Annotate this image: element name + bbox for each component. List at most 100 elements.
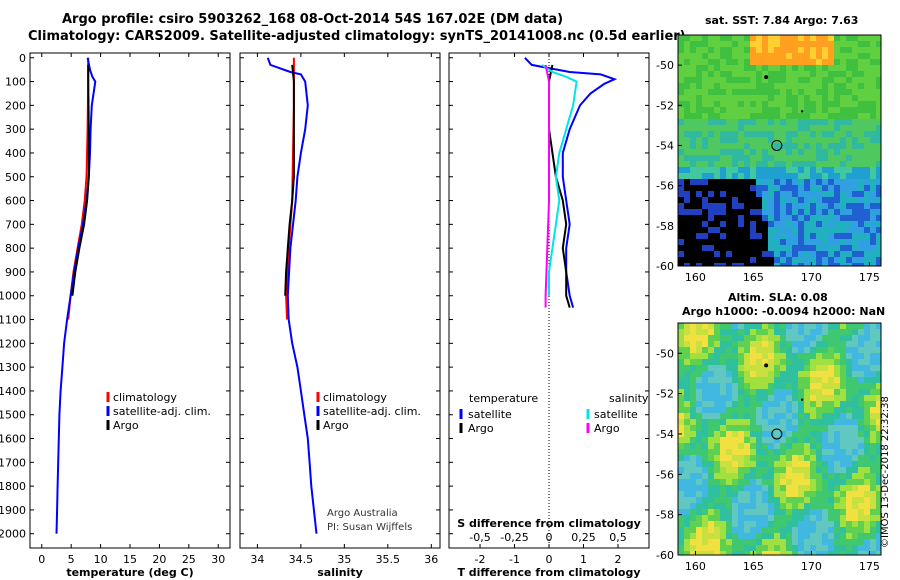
map-cell (714, 167, 720, 173)
map-cell (822, 539, 828, 545)
map-y-tick-label: -56 (656, 180, 674, 193)
map-cell (864, 137, 870, 143)
x-tick-label: 2 (614, 553, 621, 566)
map-cell (684, 245, 690, 251)
map-cell (762, 431, 768, 437)
map-cell (738, 521, 744, 527)
map-cell (804, 431, 810, 437)
map-cell (816, 509, 822, 515)
map-cell (756, 323, 762, 329)
map-cell (798, 113, 804, 119)
map-cell (714, 209, 720, 215)
map-cell (690, 431, 696, 437)
map-cell (804, 107, 810, 113)
map-cell (792, 245, 798, 251)
map-cell (732, 227, 738, 233)
map-cell (744, 179, 750, 185)
map-cell (762, 203, 768, 209)
map-cell (762, 239, 768, 245)
map-cell (870, 503, 876, 509)
map-cell (768, 65, 774, 71)
float-marker (800, 398, 804, 401)
map-cell (780, 143, 786, 149)
map-y-tick-label: -50 (656, 347, 674, 360)
map-cell (768, 191, 774, 197)
map-cell (714, 413, 720, 419)
map-cell (810, 137, 816, 143)
map-cell (738, 407, 744, 413)
map-cell (738, 347, 744, 353)
map-cell (858, 485, 864, 491)
map-cell (870, 119, 876, 125)
map-cell (702, 395, 708, 401)
legend-label: satellite-adj. clim. (113, 405, 211, 418)
map-cell (708, 179, 714, 185)
map-cell (696, 209, 702, 215)
secondary-tick-label: 0,5 (609, 531, 627, 544)
map-cell (816, 167, 822, 173)
map-cell (858, 359, 864, 365)
map-cell (690, 425, 696, 431)
map-cell (690, 383, 696, 389)
map-cell (696, 449, 702, 455)
map-cell (852, 449, 858, 455)
map-cell (780, 221, 786, 227)
map-cell (876, 551, 881, 555)
map-cell (774, 431, 780, 437)
map-cell (702, 245, 708, 251)
map-cell (690, 215, 696, 221)
map-cell (750, 167, 756, 173)
map-cell (750, 191, 756, 197)
map-cell (864, 197, 870, 203)
map-cell (684, 77, 690, 83)
map-cell (708, 41, 714, 47)
map-cell (828, 119, 834, 125)
map-cell (768, 167, 774, 173)
map-cell (684, 167, 690, 173)
map-cell (726, 221, 732, 227)
map-y-tick-label: -54 (656, 139, 674, 152)
map-cell (786, 101, 792, 107)
map-cell (852, 515, 858, 521)
map-cell (858, 323, 864, 329)
map-cell (774, 89, 780, 95)
map-cell (720, 389, 726, 395)
map-cell (738, 485, 744, 491)
map-cell (792, 359, 798, 365)
map-cell (738, 473, 744, 479)
map-cell (828, 179, 834, 185)
map-cell (810, 371, 816, 377)
map-cell (732, 71, 738, 77)
map-cell (738, 455, 744, 461)
map-cell (792, 371, 798, 377)
map-cell (780, 149, 786, 155)
map-cell (798, 59, 804, 65)
map-cell (732, 149, 738, 155)
map-cell (744, 407, 750, 413)
map-cell (768, 143, 774, 149)
map-cell (780, 359, 786, 365)
map-cell (864, 383, 870, 389)
map-cell (690, 233, 696, 239)
map-cell (792, 263, 798, 266)
map-cell (738, 167, 744, 173)
map-cell (846, 467, 852, 473)
map-cell (852, 455, 858, 461)
map-cell (816, 107, 822, 113)
map-cell (702, 257, 708, 263)
map-cell (678, 395, 684, 401)
map-cell (780, 329, 786, 335)
map-cell (822, 71, 828, 77)
map-cell (744, 437, 750, 443)
map-cell (864, 449, 870, 455)
map-cell (828, 491, 834, 497)
map-cell (864, 455, 870, 461)
map-cell (726, 551, 732, 555)
map-cell (786, 173, 792, 179)
map-cell (804, 239, 810, 245)
map-cell (864, 59, 870, 65)
map-cell (834, 347, 840, 353)
map-cell (702, 203, 708, 209)
map-cell (798, 227, 804, 233)
panel-frame (239, 52, 441, 549)
